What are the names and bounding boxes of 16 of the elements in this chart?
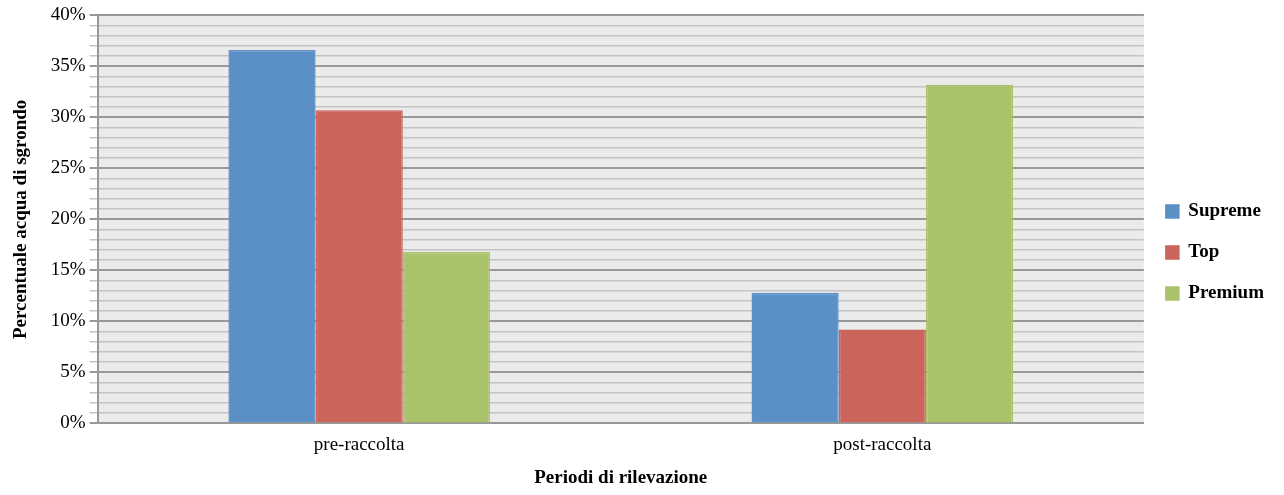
y-tick-label: 25%: [50, 156, 86, 178]
y-tick-label: 20%: [50, 207, 86, 229]
y-tick-label: 35%: [50, 54, 86, 76]
x-tick-label: post-raccolta: [833, 432, 932, 454]
y-tick-label: 10%: [50, 309, 86, 331]
y-axis-title: Percentuale acqua di sgrondo: [9, 99, 31, 340]
y-tick-label: 40%: [50, 3, 86, 25]
y-tick-label: 0%: [60, 411, 86, 433]
y-tick-label: 15%: [50, 258, 86, 280]
legend-label: Top: [1188, 240, 1220, 262]
legend-label: Premium: [1188, 281, 1265, 303]
x-tick-label: pre-raccolta: [313, 432, 406, 454]
legend-label: Supreme: [1188, 199, 1261, 221]
x-axis-title: Periodi di rilevazione: [534, 465, 708, 487]
y-tick-label: 30%: [50, 105, 86, 127]
y-tick-label: 5%: [60, 360, 86, 382]
